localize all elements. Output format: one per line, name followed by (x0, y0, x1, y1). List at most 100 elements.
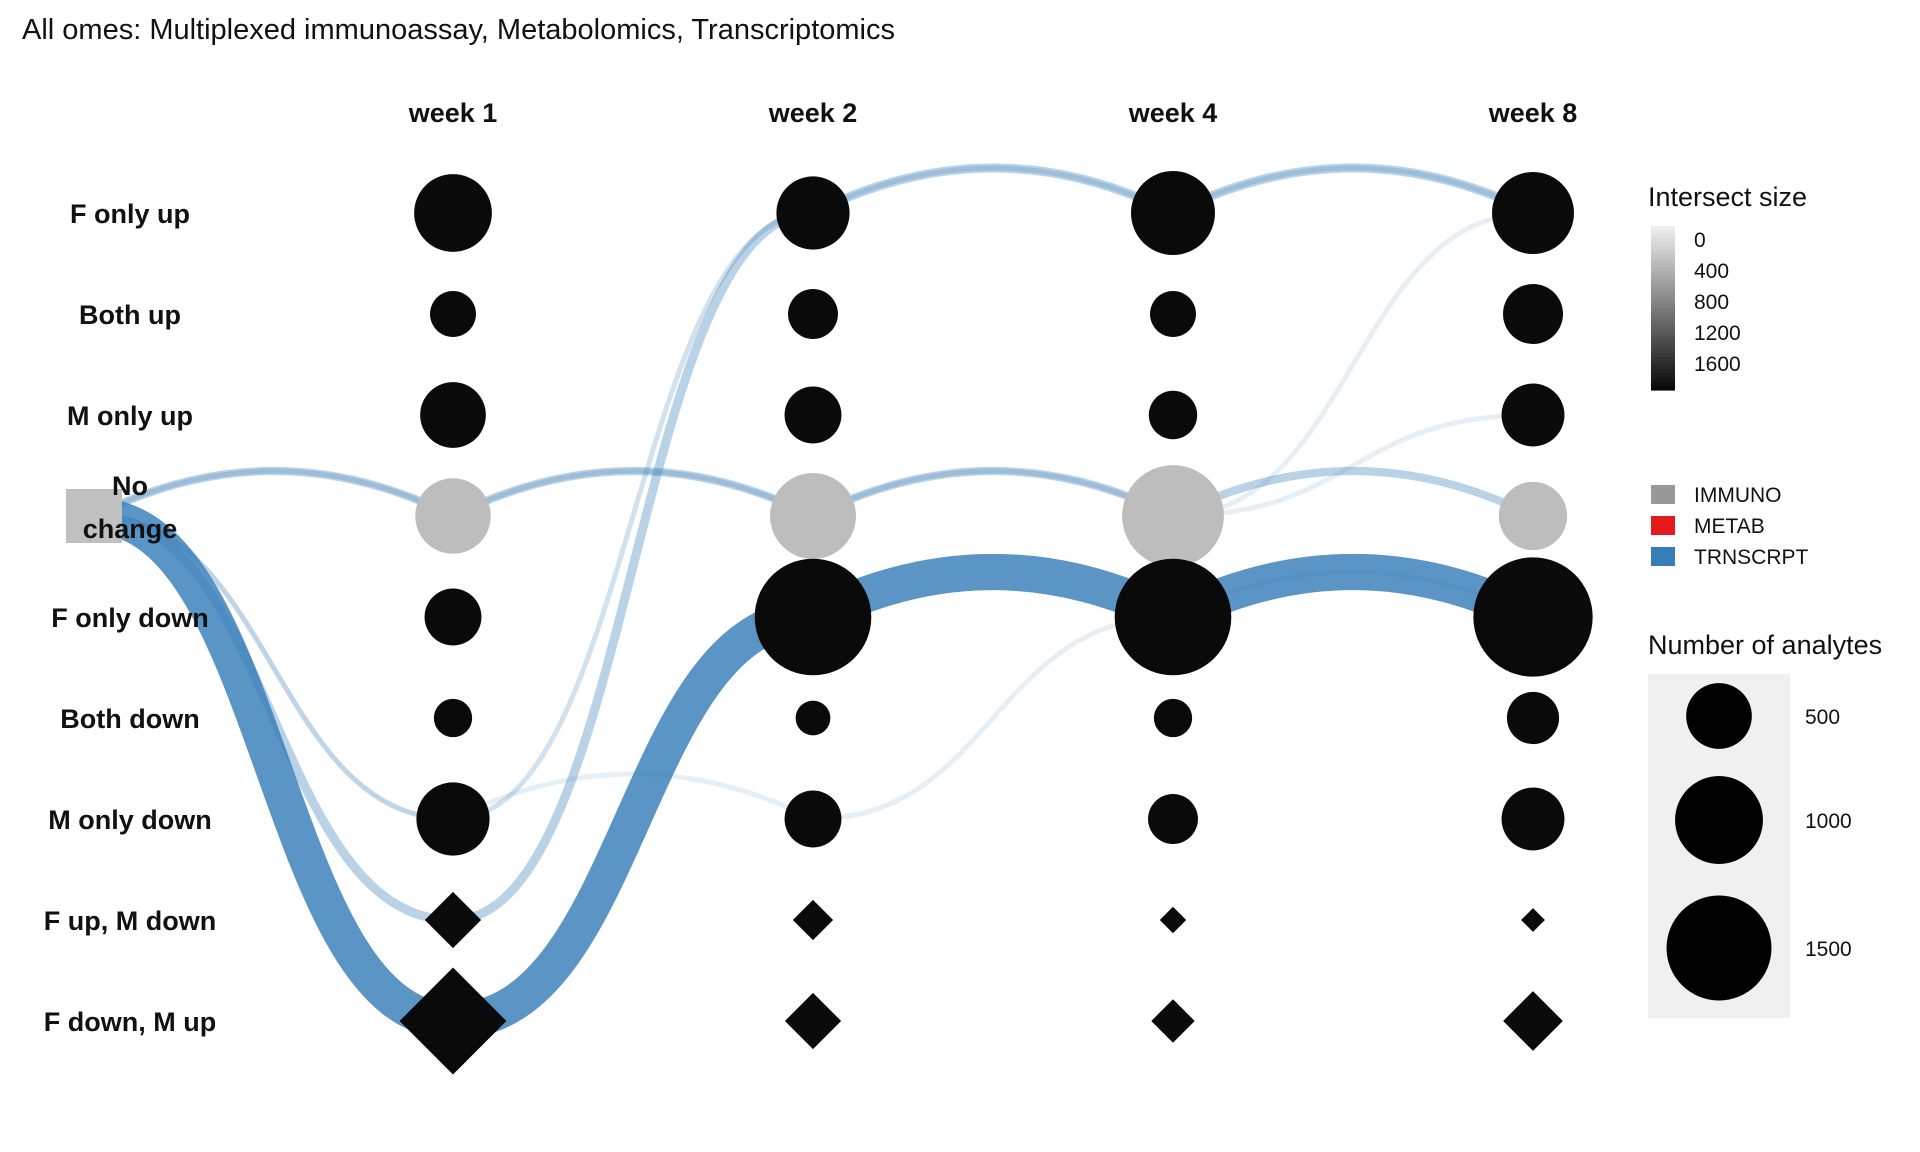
size-legend-label-1000: 1000 (1805, 810, 1852, 833)
intersect-legend-title: Intersect size (1648, 182, 1807, 212)
node-both-down-week4 (1153, 698, 1193, 738)
node-both-down-week2 (795, 700, 831, 736)
size-legend-circle-1000 (1675, 776, 1763, 864)
row-label-f-up-m-down: F up, M down (44, 906, 216, 936)
node-m-only-down-week2 (784, 790, 842, 848)
node-both-up-week4 (1150, 291, 1196, 337)
size-legend-circle-500 (1686, 683, 1752, 749)
node-both-down-week8 (1506, 691, 1560, 745)
row-label-f-only-up: F only up (70, 199, 190, 229)
colorbar-segment (1651, 258, 1675, 264)
node-no-change-week2 (770, 473, 856, 559)
ome-label-metab: METAB (1694, 515, 1765, 538)
intersect-tick-0: 0 (1694, 229, 1706, 252)
ome-label-trnscrpt: TRNSCRPT (1694, 546, 1809, 569)
intersect-tick-1600: 1600 (1694, 353, 1741, 376)
colorbar-segment (1651, 381, 1675, 387)
intersect-tick-1200: 1200 (1694, 322, 1741, 345)
node-m-only-up-week1 (420, 382, 486, 448)
colorbar-segment (1651, 349, 1675, 354)
node-no-change-week4 (1122, 465, 1224, 567)
colorbar-segment (1651, 312, 1675, 317)
colorbar-segment (1651, 246, 1675, 252)
node-m-only-up-week4 (1148, 390, 1198, 440)
colorbar-segment (1651, 242, 1675, 248)
legend: Intersect size 0 400 800 1200 1600 IMMUNO MET… (1648, 182, 1882, 1018)
node-f-down-m-up-week2 (784, 992, 842, 1050)
intersect-tick-800: 800 (1694, 291, 1729, 314)
node-both-up-week8 (1503, 284, 1563, 344)
node-f-only-down-week2 (754, 558, 872, 676)
node-f-up-m-down-week4 (1159, 906, 1187, 934)
size-legend-label-500: 500 (1805, 706, 1840, 729)
row-label-both-up: Both up (79, 300, 181, 330)
colorbar-segment (1651, 250, 1675, 256)
size-legend-label-1500: 1500 (1805, 938, 1852, 961)
colorbar-segment (1651, 279, 1675, 284)
column-labels: week 1 week 2 week 4 week 8 (408, 98, 1578, 128)
size-legend: 500 1000 1500 (1648, 674, 1852, 1018)
node-f-only-up-week1 (414, 174, 492, 252)
row-label-f-only-down: F only down (51, 603, 208, 633)
row-label-no-change: No change (83, 471, 178, 544)
colorbar-segment (1651, 344, 1675, 350)
row-label-f-down-m-up: F down, M up (44, 1007, 216, 1037)
start-node (66, 489, 122, 543)
node-f-up-m-down-week1 (424, 891, 482, 949)
colorbar-segment (1651, 336, 1675, 342)
node-f-only-up-week4 (1131, 171, 1215, 255)
colorbar-segment (1651, 295, 1675, 301)
ome-legend: IMMUNO METAB TRNSCRPT (1651, 484, 1809, 569)
node-m-only-down-week1 (416, 782, 490, 856)
node-no-change-week1 (415, 478, 491, 554)
colorbar-segment (1651, 271, 1675, 276)
node-f-down-m-up-week4 (1151, 999, 1195, 1043)
size-legend-title: Number of analytes (1648, 630, 1882, 660)
colorbar-segment (1651, 226, 1675, 231)
colorbar-segment (1651, 369, 1675, 375)
row-labels: F only up Both up M only up No change F only … (44, 199, 216, 1037)
colorbar-segment (1651, 328, 1675, 334)
colorbar-segment (1651, 287, 1675, 293)
colorbar-segment (1651, 254, 1675, 260)
node-both-up-week1 (430, 291, 476, 337)
row-label-both-down: Both down (60, 704, 199, 734)
colorbar-segment (1651, 385, 1675, 391)
colorbar-segment (1651, 291, 1675, 297)
colorbar-segment (1651, 230, 1675, 235)
colorbar-segment (1651, 316, 1675, 321)
colorbar-segment (1651, 299, 1675, 305)
colorbar-segment (1651, 377, 1675, 383)
column-label-week-8: week 8 (1488, 98, 1578, 128)
node-m-only-up-week8 (1501, 383, 1565, 447)
row-label-m-only-up: M only up (67, 401, 193, 431)
column-label-week-1: week 1 (408, 98, 498, 128)
node-f-only-up-week2 (776, 176, 850, 250)
colorbar-segment (1651, 303, 1675, 309)
colorbar-segment (1651, 275, 1675, 280)
node-m-only-up-week2 (784, 386, 842, 444)
colorbar-segment (1651, 320, 1675, 325)
colorbar-segment (1651, 234, 1675, 239)
colorbar-segment (1651, 308, 1675, 313)
ome-swatch-trnscrpt (1651, 547, 1675, 566)
column-label-week-4: week 4 (1128, 98, 1218, 128)
colorbar-segment (1651, 373, 1675, 379)
ome-swatch-metab (1651, 516, 1675, 535)
colorbar-segment (1651, 267, 1675, 272)
node-f-only-down-week8 (1473, 557, 1593, 677)
ome-swatch-immuno (1651, 485, 1675, 504)
node-f-down-m-up-week1 (399, 967, 507, 1075)
node-f-only-down-week4 (1114, 558, 1232, 676)
node-both-up-week2 (788, 289, 838, 339)
node-m-only-down-week4 (1148, 794, 1198, 844)
colorbar-segment (1651, 262, 1675, 268)
colorbar-segment (1651, 324, 1675, 330)
colorbar-segment (1651, 361, 1675, 366)
column-label-week-2: week 2 (768, 98, 858, 128)
ome-label-immuno: IMMUNO (1694, 484, 1782, 507)
colorbar-segment (1651, 332, 1675, 338)
colorbar-segment (1651, 365, 1675, 371)
chart-title: All omes: Multiplexed immunoassay, Metab… (22, 14, 895, 46)
